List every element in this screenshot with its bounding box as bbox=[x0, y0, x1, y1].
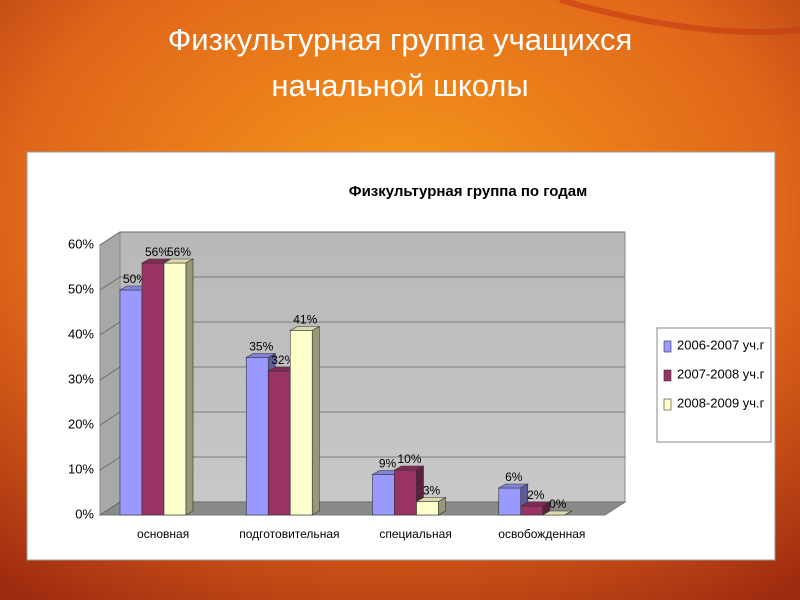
bar-front bbox=[289, 330, 313, 516]
bar-side bbox=[438, 496, 446, 516]
x-tick-label: специальная bbox=[379, 527, 451, 541]
data-label: 56% bbox=[145, 245, 169, 259]
grid-line bbox=[99, 276, 625, 291]
bar-front bbox=[245, 357, 269, 516]
data-label: 41% bbox=[293, 313, 317, 327]
bar bbox=[162, 258, 195, 516]
legend-swatch bbox=[663, 369, 672, 382]
bar-front bbox=[416, 501, 439, 516]
bar-front bbox=[498, 487, 522, 516]
y-tick-label: 40% bbox=[68, 326, 94, 341]
y-tick-label: 60% bbox=[68, 236, 94, 251]
y-tick-label: 0% bbox=[75, 506, 94, 521]
data-label: 3% bbox=[423, 484, 441, 498]
bar bbox=[415, 496, 447, 516]
data-label: 35% bbox=[249, 340, 273, 354]
bar-front bbox=[267, 370, 291, 516]
x-tick-label: основная bbox=[137, 527, 189, 541]
legend-label: 2007-2008 уч.г bbox=[677, 366, 765, 381]
y-tick-label: 30% bbox=[68, 371, 94, 386]
bar bbox=[497, 483, 529, 516]
data-label: 2% bbox=[527, 488, 545, 502]
bar-side bbox=[564, 510, 572, 516]
bar-front bbox=[394, 469, 417, 516]
bar-front bbox=[119, 289, 143, 516]
chart-title: Физкультурная группа по годам bbox=[349, 183, 587, 200]
x-tick-label: подготовительная bbox=[239, 527, 339, 541]
data-label: 6% bbox=[505, 470, 523, 484]
bar-side bbox=[311, 325, 320, 516]
legend-swatch bbox=[663, 340, 672, 353]
legend bbox=[656, 327, 772, 443]
slide-title: Физкультурная группа учащихся bbox=[168, 22, 633, 57]
bar-front bbox=[163, 262, 187, 516]
bar-front bbox=[520, 505, 544, 516]
grid-line bbox=[99, 231, 625, 246]
bar-side bbox=[185, 258, 194, 516]
bar-front bbox=[372, 474, 395, 516]
data-label: 32% bbox=[271, 353, 295, 367]
bar bbox=[289, 325, 321, 516]
slide-title: начальной школы bbox=[271, 68, 528, 103]
legend-label: 2008-2009 уч.г bbox=[677, 395, 765, 410]
data-label: 0% bbox=[549, 497, 567, 511]
bar bbox=[519, 501, 551, 516]
data-label: 50% bbox=[123, 272, 147, 286]
legend-swatch bbox=[663, 398, 672, 411]
data-label: 10% bbox=[397, 452, 421, 466]
data-label: 56% bbox=[167, 245, 191, 259]
data-label: 9% bbox=[379, 457, 397, 471]
legend-label: 2006-2007 уч.г bbox=[677, 337, 765, 352]
y-tick-label: 50% bbox=[68, 281, 94, 296]
y-tick-label: 20% bbox=[68, 416, 94, 431]
bar bbox=[541, 510, 573, 516]
bar-front bbox=[141, 262, 165, 516]
decor bbox=[559, 0, 800, 35]
x-tick-label: освобожденная bbox=[498, 527, 585, 541]
y-tick-label: 10% bbox=[68, 461, 94, 476]
